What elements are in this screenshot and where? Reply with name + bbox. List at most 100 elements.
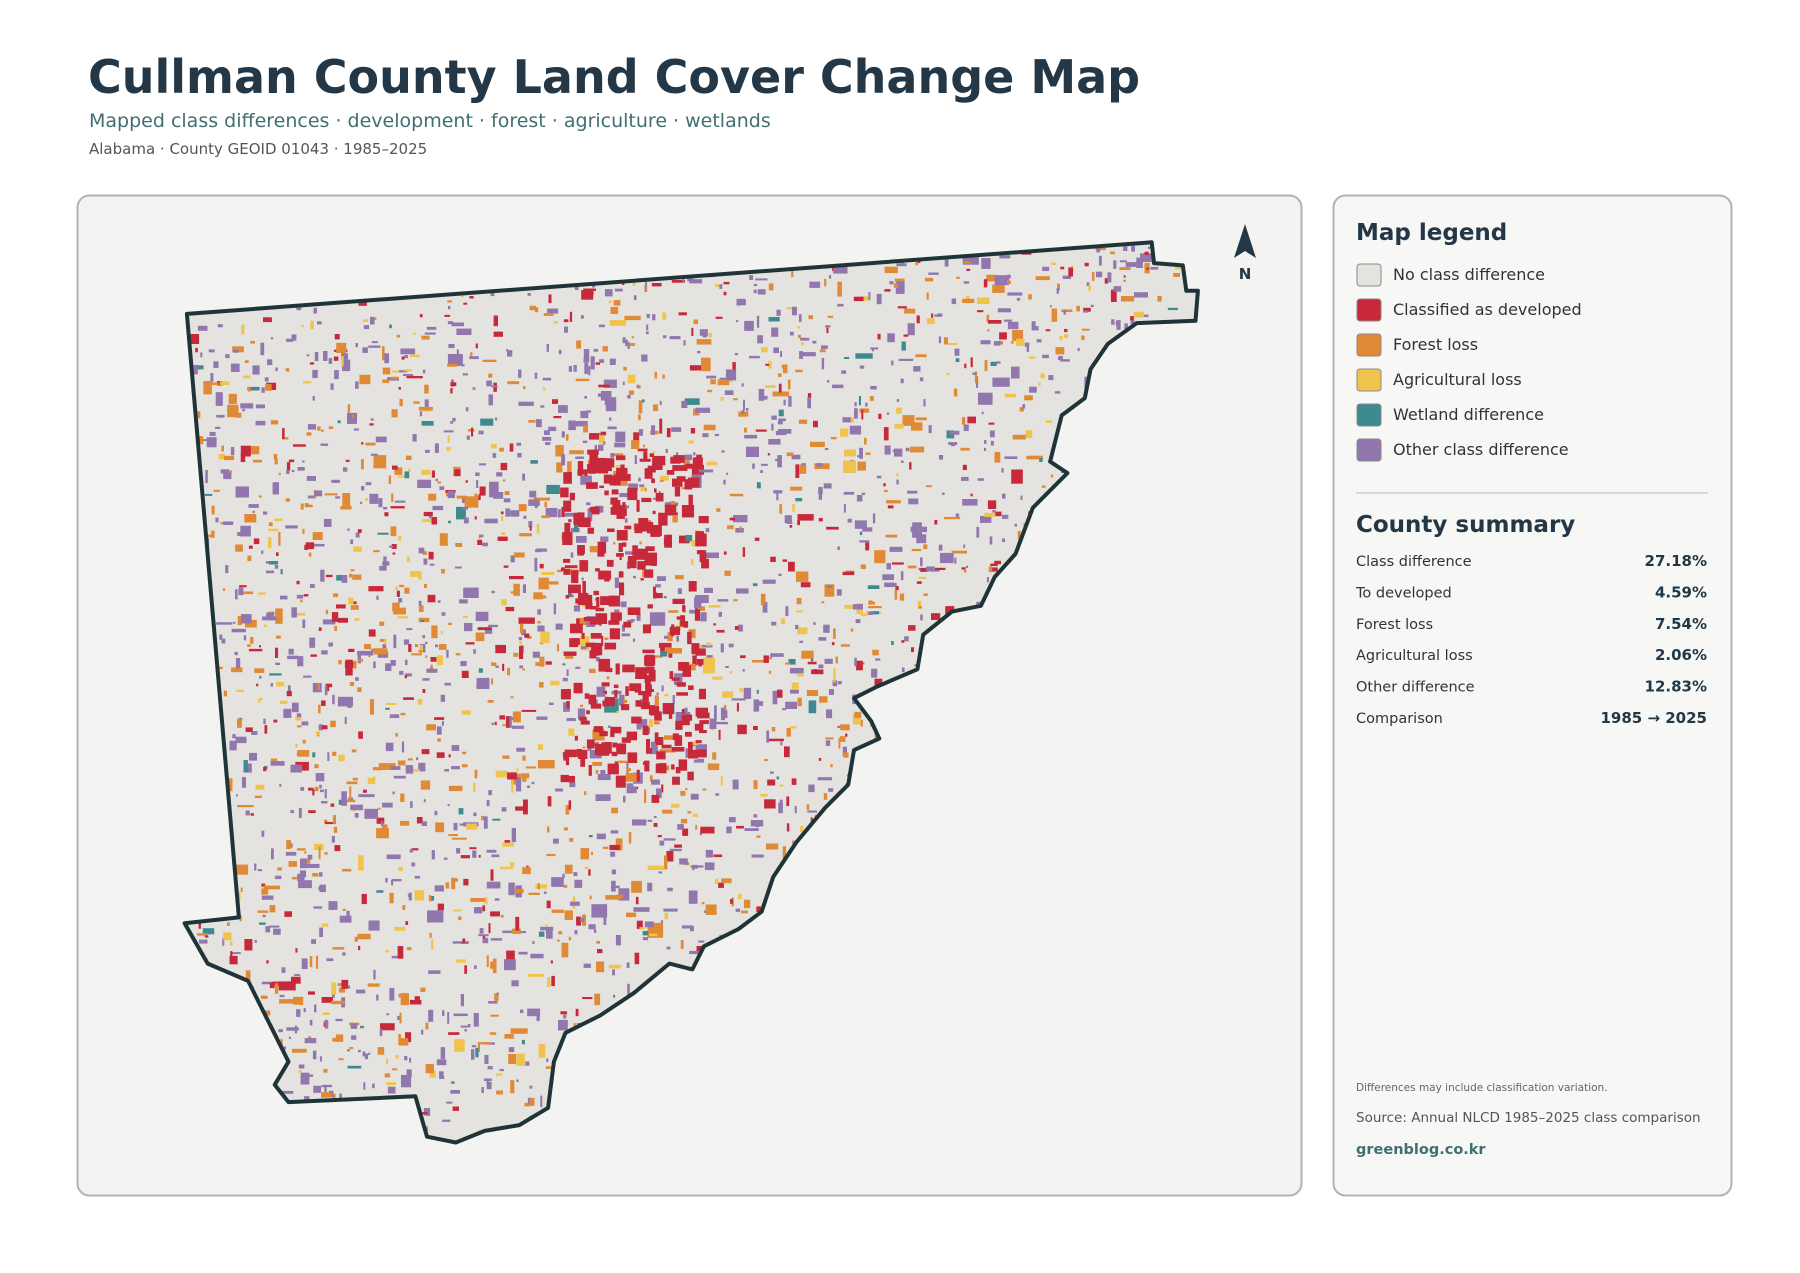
change-patch (509, 576, 524, 580)
change-patch (456, 328, 472, 335)
change-patch (563, 472, 572, 484)
change-patch (296, 594, 304, 599)
change-patch (1026, 345, 1030, 352)
change-patch (845, 570, 855, 573)
change-patch (753, 814, 758, 818)
change-patch (595, 794, 611, 801)
change-patch (688, 741, 693, 752)
change-patch (659, 418, 663, 434)
change-patch (385, 950, 390, 953)
change-patch (590, 356, 595, 370)
legend-swatch (1356, 263, 1382, 287)
change-patch (646, 739, 650, 748)
change-patch (1057, 283, 1060, 291)
change-patch (625, 551, 637, 555)
change-patch (350, 804, 363, 811)
change-patch (447, 321, 454, 325)
change-patch (610, 731, 615, 738)
change-patch (288, 861, 297, 867)
change-patch (595, 362, 600, 365)
change-patch (282, 428, 285, 440)
change-patch (696, 454, 702, 460)
change-patch (681, 400, 688, 408)
change-patch (427, 594, 436, 603)
change-patch (354, 936, 358, 942)
change-patch (421, 421, 434, 426)
change-patch (594, 445, 597, 451)
change-patch (768, 360, 772, 369)
change-patch (623, 795, 626, 803)
change-patch (864, 437, 867, 445)
change-patch (263, 766, 267, 772)
change-patch (450, 421, 454, 424)
legend-label: Agricultural loss (1393, 370, 1522, 389)
change-patch (740, 655, 746, 659)
change-patch (413, 332, 416, 335)
change-patch (801, 463, 806, 466)
change-patch (334, 845, 341, 852)
change-patch (261, 550, 264, 554)
change-patch (235, 736, 247, 744)
change-patch (978, 392, 993, 405)
change-patch (515, 916, 520, 931)
change-patch (935, 567, 946, 570)
change-patch (580, 470, 587, 485)
change-patch (561, 431, 565, 438)
change-patch (664, 855, 668, 870)
change-patch (377, 651, 389, 658)
change-patch (1041, 485, 1046, 488)
change-patch (414, 890, 425, 901)
change-patch (644, 487, 647, 492)
change-patch (557, 569, 563, 573)
change-patch (266, 612, 275, 621)
change-patch (262, 914, 266, 918)
change-patch (854, 402, 857, 407)
change-patch (319, 784, 322, 789)
change-patch (350, 1023, 358, 1029)
change-patch (672, 776, 680, 785)
change-patch (527, 785, 530, 789)
change-patch (784, 746, 790, 758)
change-patch (500, 462, 508, 471)
change-patch (270, 420, 279, 425)
change-patch (338, 660, 342, 665)
change-patch (604, 289, 613, 297)
change-patch (332, 694, 335, 705)
change-patch (291, 607, 297, 618)
change-patch (324, 493, 338, 496)
change-patch (355, 532, 360, 538)
change-patch (705, 904, 717, 915)
change-patch (797, 673, 804, 677)
change-patch (369, 699, 374, 715)
change-patch (980, 340, 991, 345)
change-patch (546, 1058, 549, 1062)
change-patch (495, 770, 508, 778)
change-patch (546, 900, 551, 909)
change-patch (208, 349, 215, 353)
change-patch (391, 544, 397, 549)
change-patch (518, 401, 534, 406)
change-patch (698, 516, 709, 524)
change-patch (269, 561, 279, 565)
legend-label: No class difference (1393, 265, 1545, 284)
change-patch (910, 422, 923, 431)
change-patch (656, 751, 666, 760)
change-patch (242, 409, 245, 412)
change-patch (425, 449, 430, 453)
change-patch (241, 614, 252, 624)
change-patch (770, 556, 776, 562)
change-patch (513, 552, 525, 558)
change-patch (580, 720, 590, 725)
change-patch (903, 334, 909, 337)
change-patch (752, 583, 758, 587)
change-patch (501, 599, 507, 606)
change-patch (818, 486, 822, 500)
change-patch (368, 586, 384, 592)
summary-value: 2.06% (1655, 646, 1707, 664)
change-patch (452, 417, 456, 422)
change-patch (324, 1084, 327, 1094)
change-patch (928, 425, 932, 434)
change-patch (721, 450, 725, 453)
change-patch (386, 1082, 397, 1085)
change-patch (421, 821, 427, 826)
